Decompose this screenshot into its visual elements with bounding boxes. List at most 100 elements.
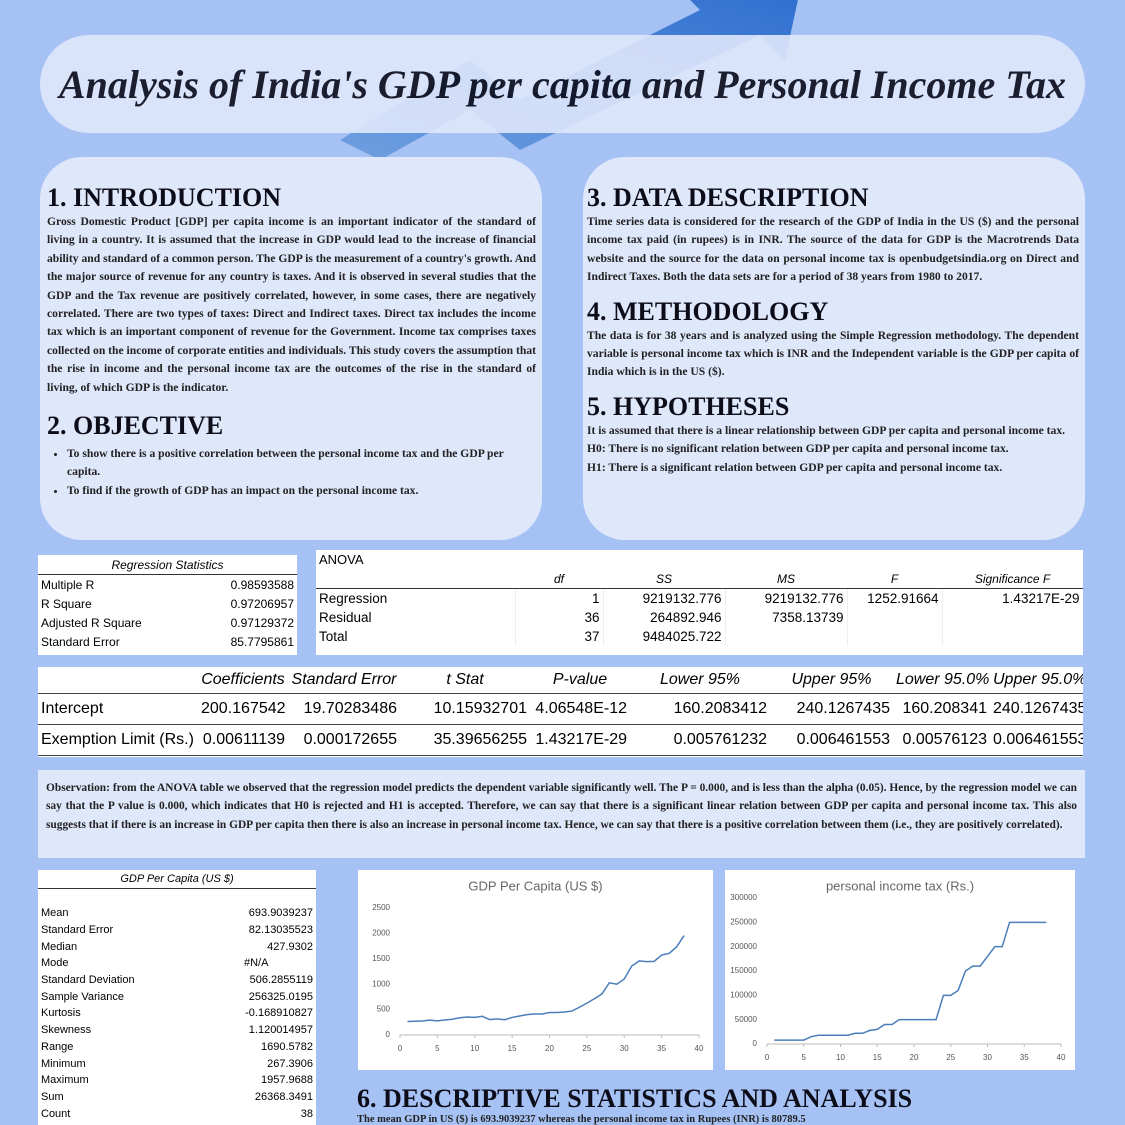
table-cell xyxy=(847,627,943,646)
table-cell: 9484025.722 xyxy=(603,627,726,646)
table-row: Adjusted R Square 0.97129372 xyxy=(38,613,297,632)
table-cell: 160.208341 xyxy=(893,693,990,725)
table-cell: Exemption Limit (Rs.) xyxy=(38,724,198,756)
x-tick-label: 35 xyxy=(657,1044,666,1053)
chart-title: personal income tax (Rs.) xyxy=(826,878,974,893)
table-cell: 38 xyxy=(195,651,297,656)
column-header: Significance F xyxy=(942,569,1083,589)
table-cell xyxy=(515,550,603,569)
bullet: To show there is a positive correlation … xyxy=(67,445,536,482)
table-cell: -0.168910827 xyxy=(245,1007,314,1020)
x-tick-label: 35 xyxy=(1020,1053,1029,1062)
column-header: Lower 95% xyxy=(630,667,770,694)
bullet: To find if the growth of GDP has an impa… xyxy=(67,482,536,500)
table-cell xyxy=(603,550,725,569)
table-cell: 506.2855119 xyxy=(249,974,314,987)
table-cell xyxy=(38,889,316,906)
table-cell: 85.7795861 xyxy=(230,634,294,649)
table-cell: 1252.91664 xyxy=(847,588,943,608)
table: Coefficients Standard Error t Stat P-value L… xyxy=(38,667,1083,756)
x-tick-label: 25 xyxy=(946,1053,955,1062)
table-cell: 35.39656255 xyxy=(400,724,530,756)
table-cell: 4.06548E-12 xyxy=(530,693,630,725)
table-row: Standard Error 82.13035523 xyxy=(38,922,316,939)
column-header: df xyxy=(515,569,603,589)
spacer-row xyxy=(38,889,316,906)
x-tick-label: 40 xyxy=(695,1044,704,1053)
table-cell: 9219132.776 xyxy=(725,588,848,608)
table-cell xyxy=(942,550,1083,569)
table-row: Exemption Limit (Rs.) 0.00611139 0.0001726… xyxy=(38,724,1083,756)
table-cell: 82.13035523 xyxy=(248,924,314,937)
section-heading: 6. DESCRIPTIVE STATISTICS AND ANALYSIS xyxy=(357,1084,913,1113)
y-tick-label: 1500 xyxy=(372,954,390,963)
title-row: ANOVA xyxy=(316,550,1083,569)
table-title: GDP Per Capita (US $) xyxy=(38,870,316,889)
table-cell xyxy=(847,550,942,569)
table-cell: Observations xyxy=(38,651,195,656)
table-row: Sample Variance 256325.0195 xyxy=(38,988,316,1005)
y-tick-label: 0 xyxy=(753,1039,758,1048)
paragraph: H0: There is no significant relation bet… xyxy=(587,442,1009,456)
table-cell: Sum xyxy=(41,1090,64,1103)
x-tick-label: 15 xyxy=(873,1053,882,1062)
x-tick-label: 5 xyxy=(435,1044,440,1053)
table-cell xyxy=(847,608,943,627)
table-cell: Minimum xyxy=(41,1057,86,1070)
section-heading: 2. OBJECTIVE xyxy=(47,411,224,441)
table: ANOVA df SS MS F Significance F Regression 1 921… xyxy=(316,550,1083,646)
x-tick-label: 40 xyxy=(1057,1053,1066,1062)
paragraph: It is assumed that there is a linear rel… xyxy=(587,423,1066,437)
table-cell: 38 xyxy=(300,1107,314,1120)
table-row: Median 427.9302 xyxy=(38,938,316,955)
table-row: Regression 1 9219132.776 9219132.776 1252.91… xyxy=(316,588,1083,608)
table-row: Kurtosis -0.168910827 xyxy=(38,1005,316,1022)
table-row: Standard Deviation 506.2855119 xyxy=(38,972,316,989)
table-cell: 240.1267435 xyxy=(770,693,893,725)
table-row: Skewness 1.120014957 xyxy=(38,1022,316,1039)
paragraph: Time series data is considered for the r… xyxy=(587,215,1079,284)
descriptive-section: 6. DESCRIPTIVE STATISTICS AND ANALYSIS T… xyxy=(357,1084,1087,1125)
table-row: Intercept 200.167542 19.70283486 10.1593270… xyxy=(38,693,1083,725)
bullet-list: To show there is a positive correlation … xyxy=(47,445,536,500)
table-cell: 0.006461553 xyxy=(770,724,893,756)
table-cell: 0.00611139 xyxy=(198,724,288,756)
table-cell: 0.00576123 xyxy=(893,724,990,756)
x-tick-label: 30 xyxy=(983,1053,992,1062)
table-cell: 1 xyxy=(515,588,604,608)
column-header: SS xyxy=(603,569,725,589)
column-header: Upper 95% xyxy=(770,667,893,694)
table-cell: 1.43217E-29 xyxy=(942,588,1083,608)
table-cell: 1690.5782 xyxy=(261,1040,314,1053)
table-cell: Skewness xyxy=(41,1024,92,1037)
paragraph: Observation: from the ANOVA table we obs… xyxy=(46,782,1077,831)
table-cell xyxy=(942,627,1083,646)
table-cell xyxy=(725,550,847,569)
line-chart: GDP Per Capita (US $)0500100015002000250… xyxy=(358,870,713,1070)
table-cell: 240.1267435 xyxy=(990,693,1083,725)
table-cell: 10.15932701 xyxy=(400,693,530,725)
table-cell: Mean xyxy=(41,907,69,920)
table-cell: Standard Error xyxy=(41,634,120,649)
table-cell: 267.3906 xyxy=(267,1057,314,1070)
x-tick-label: 0 xyxy=(398,1044,403,1053)
y-tick-label: 50000 xyxy=(735,1015,758,1024)
table-cell: Kurtosis xyxy=(41,1007,81,1020)
x-tick-label: 30 xyxy=(620,1044,629,1053)
table-cell: 0.97129372 xyxy=(230,615,294,630)
table-cell: Sample Variance xyxy=(41,990,124,1003)
table-row: Multiple R 0.98593588 xyxy=(38,575,297,595)
table-title: Regression Statistics xyxy=(38,555,297,575)
y-tick-label: 2000 xyxy=(372,929,390,938)
table-cell: 160.2083412 xyxy=(630,693,770,725)
table-cell: 1957.9688 xyxy=(261,1074,314,1087)
table-cell: #N/A xyxy=(244,957,269,970)
y-tick-label: 500 xyxy=(377,1005,391,1014)
section-heading: 1. INTRODUCTION xyxy=(47,183,282,212)
section-heading: 3. DATA DESCRIPTION xyxy=(587,183,869,212)
y-tick-label: 250000 xyxy=(730,917,757,926)
observation-box: Observation: from the ANOVA table we obs… xyxy=(38,770,1085,858)
table-title: ANOVA xyxy=(319,552,364,567)
column-header: P-value xyxy=(530,667,630,694)
table-cell: 693.9039237 xyxy=(248,907,314,920)
